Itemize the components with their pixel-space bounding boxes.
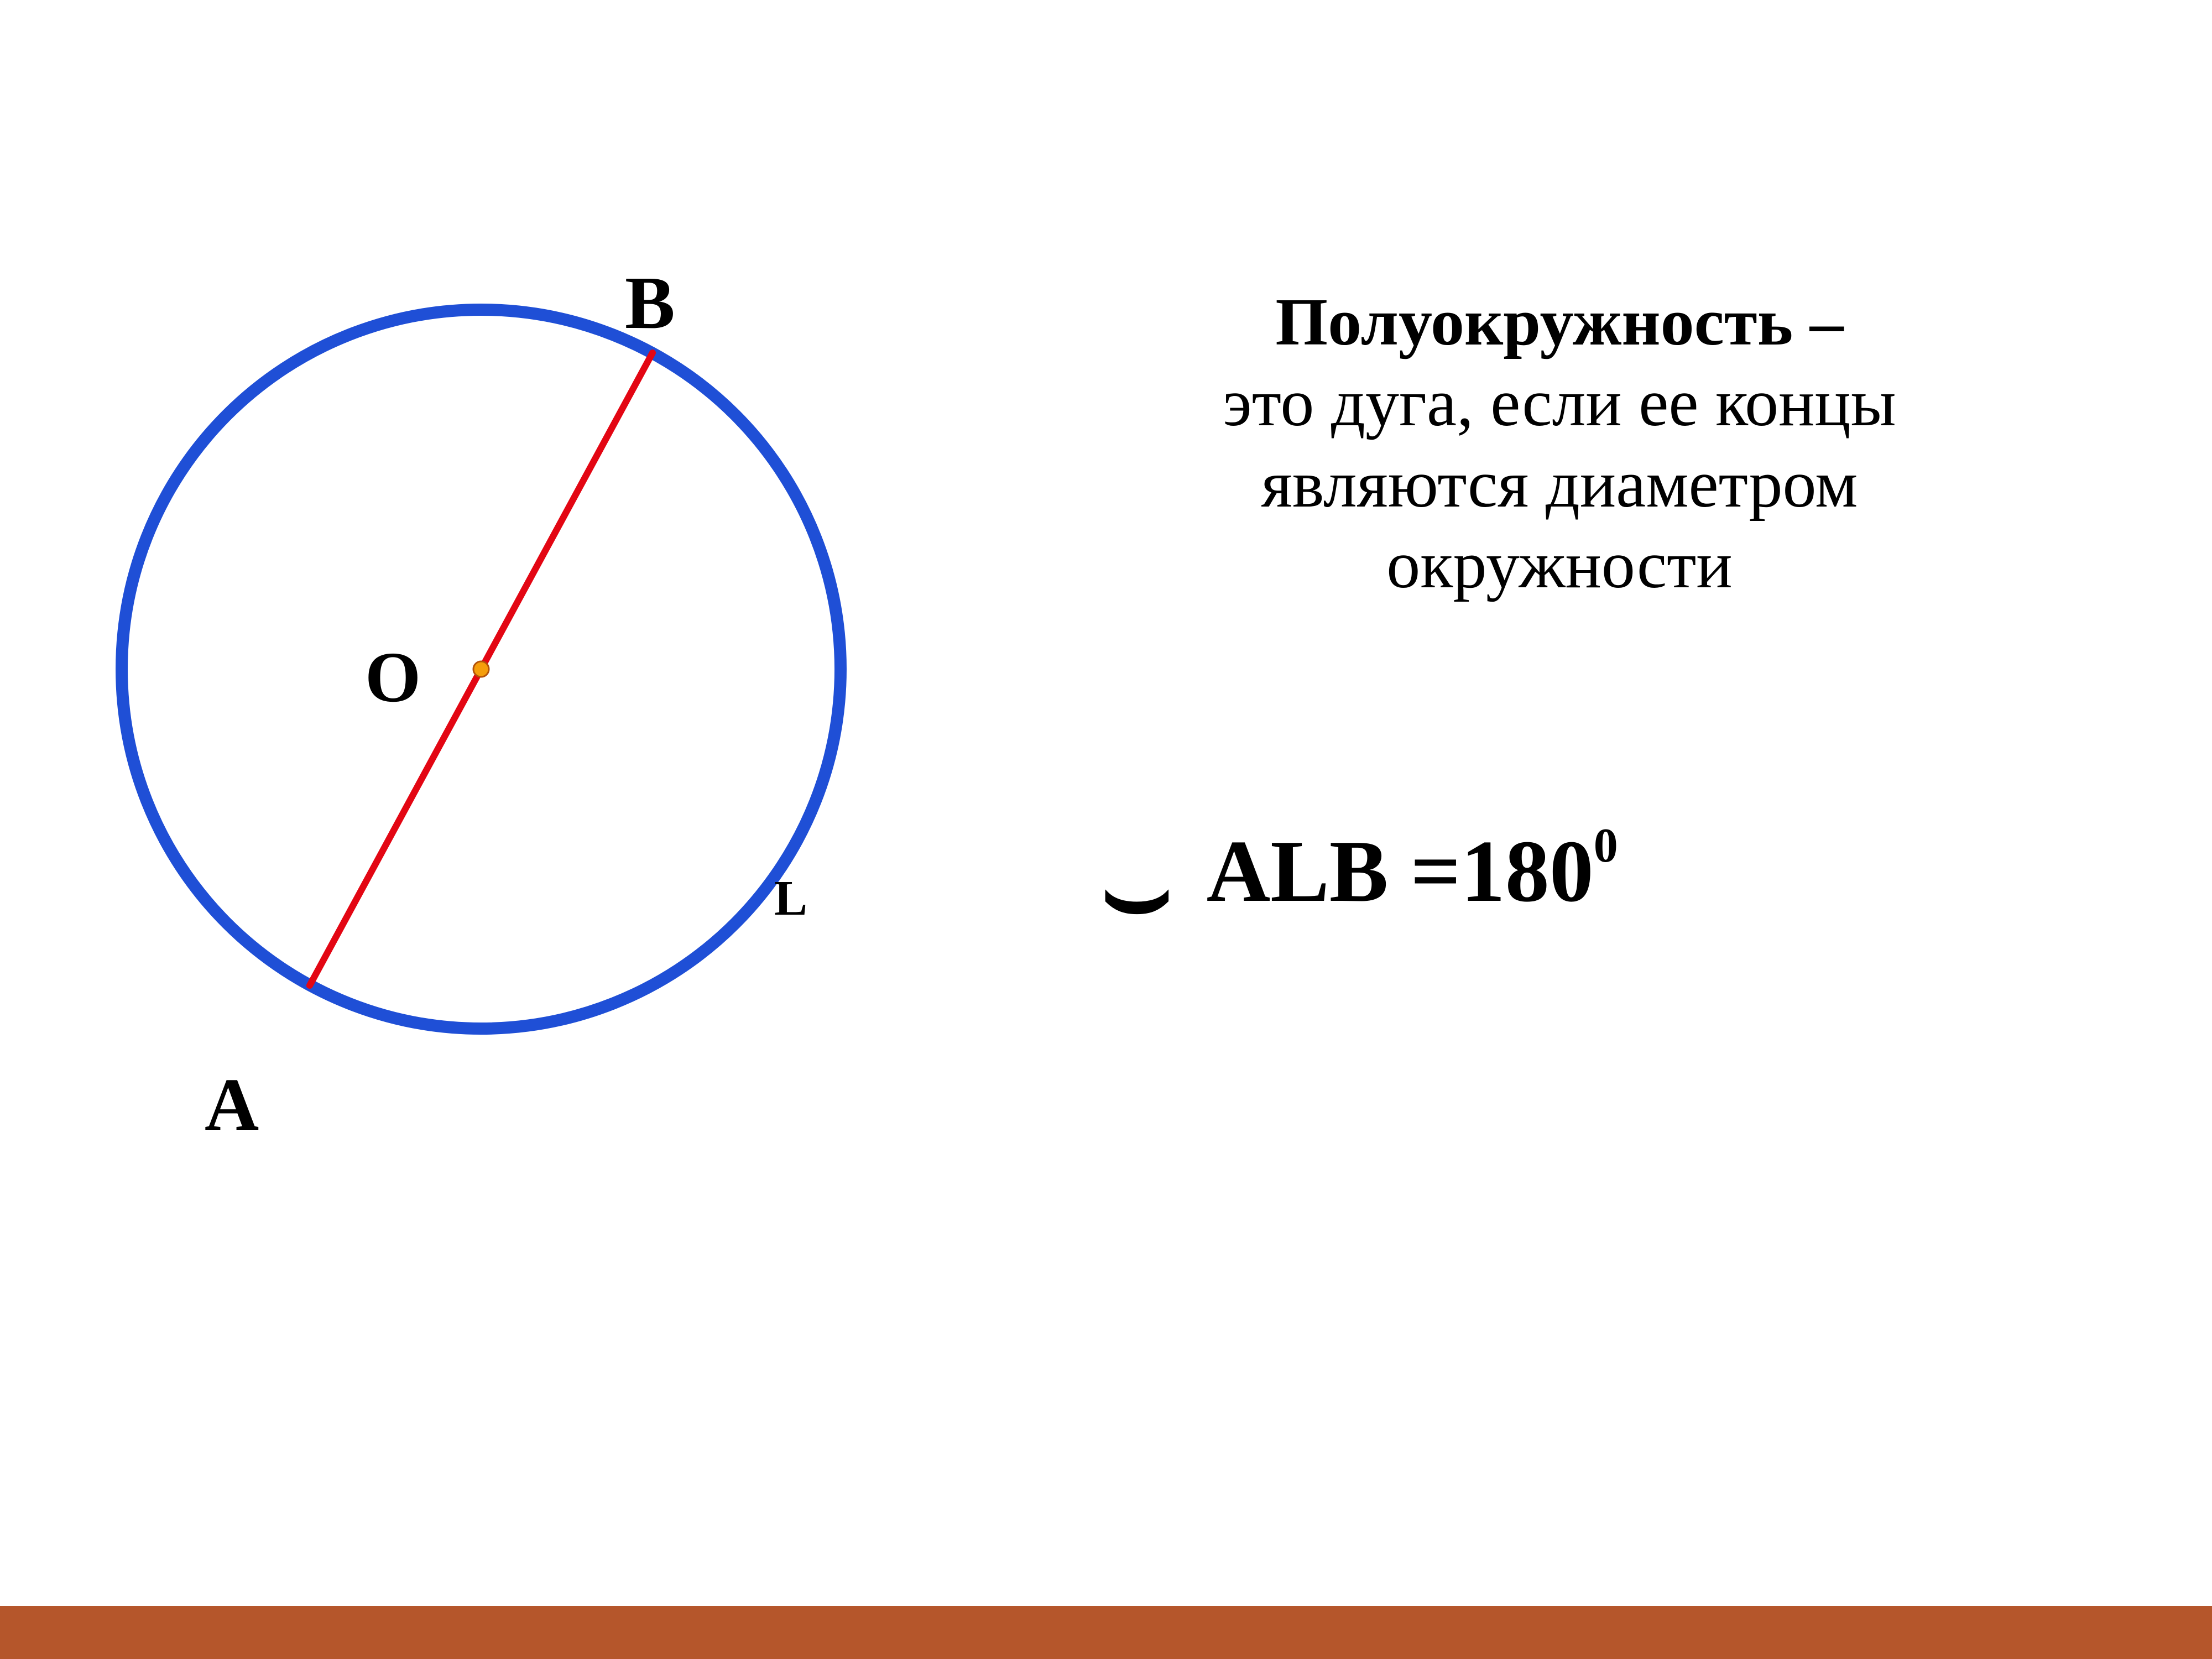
- arc-symbol-icon: ⌣: [1100, 830, 1173, 957]
- definition-line-2: являются диаметром: [1034, 444, 2085, 525]
- arc-formula: ⌣ ALB =1800: [1100, 807, 1618, 935]
- definition-line-1: это дуга, если ее концы: [1034, 363, 2085, 444]
- center-dot: [473, 661, 489, 677]
- point-label-a: A: [205, 1067, 259, 1142]
- footer-main-bar: [0, 1606, 2212, 1659]
- footer-top-line: [0, 1593, 2212, 1606]
- arc-label-l: L: [774, 874, 807, 924]
- formula-degree-superscript: 0: [1594, 819, 1618, 873]
- definition-line-3: окружности: [1034, 525, 2085, 606]
- slide: B A O L Полуокружность – это дуга, если …: [0, 0, 2212, 1659]
- center-label-o: O: [365, 641, 421, 713]
- geometry-diagram: [72, 260, 890, 1078]
- diagram-svg: [72, 260, 890, 1078]
- slide-footer: [0, 1593, 2212, 1659]
- definition-heading: Полуокружность –: [1034, 282, 2085, 363]
- definition-text: Полуокружность – это дуга, если ее концы…: [1034, 282, 2085, 606]
- formula-text: ALB =180: [1207, 822, 1594, 920]
- point-label-b: B: [625, 265, 675, 341]
